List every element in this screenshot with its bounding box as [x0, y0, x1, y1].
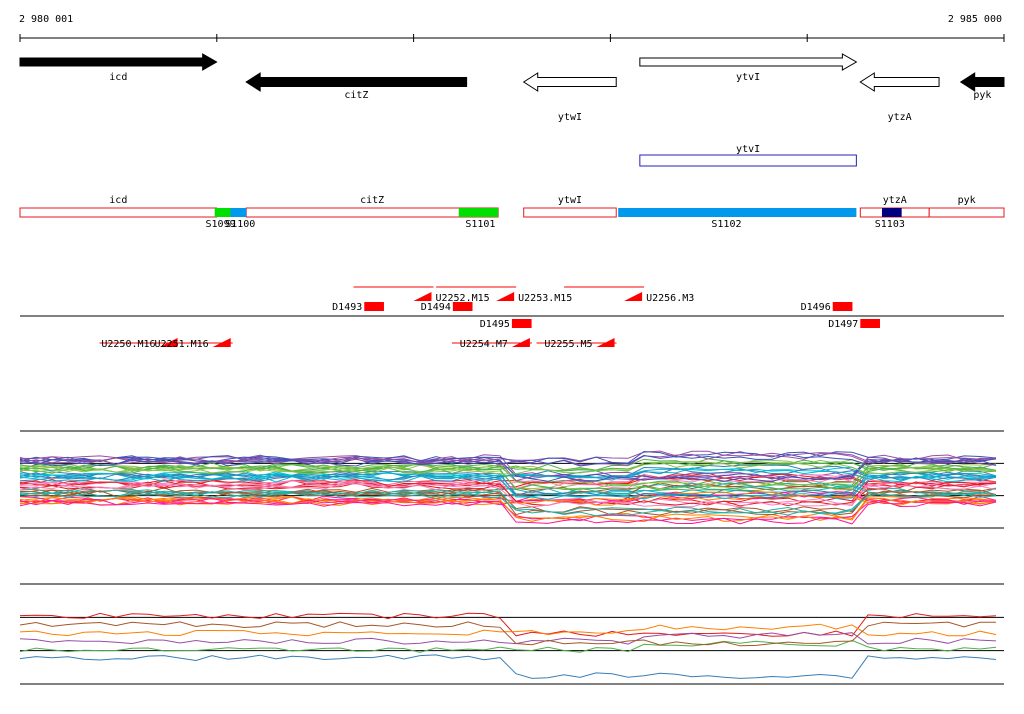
gene-label-icd: icd	[109, 72, 127, 83]
marker-label: U2256.M3	[646, 293, 694, 304]
marker-label: D1496	[801, 302, 831, 313]
expression-profile-line	[19, 654, 997, 679]
expression-panel-upper	[19, 430, 1004, 529]
segment-id-label: S1103	[875, 219, 905, 230]
expression-profile-line	[19, 621, 996, 647]
segment-block-green	[458, 208, 499, 217]
segment-block-navy	[881, 208, 902, 217]
segment-box-icd	[19, 207, 218, 218]
expression-profile-line	[19, 482, 997, 495]
gene-arrow-pyk	[959, 72, 1005, 92]
expression-profile-line	[19, 453, 997, 467]
expression-profile-line	[19, 457, 997, 482]
segment-box-ytwI	[523, 207, 617, 218]
expression-profile-line	[19, 500, 997, 525]
marker-box	[860, 319, 880, 328]
expression-profile-line	[19, 485, 997, 498]
segment-id-label: S1102	[711, 219, 741, 230]
marker-label: D1494	[421, 302, 451, 313]
expression-profile-line	[19, 461, 997, 475]
marker-box	[452, 302, 473, 311]
gene-label-citZ: citZ	[344, 90, 368, 101]
marker-flag	[624, 292, 643, 301]
expression-profile-line	[19, 475, 997, 500]
gene-arrow-ytzA	[859, 72, 940, 92]
marker-label: U2253.M15	[518, 293, 572, 304]
expression-profile-line	[19, 497, 997, 523]
coordinate-ruler: 2 980 001 2 985 000	[19, 14, 1005, 42]
marker-box	[364, 302, 384, 311]
segment-id-label: S1100	[225, 219, 255, 230]
expression-profile-line	[19, 466, 997, 492]
segment-label-ytzA: ytzA	[883, 195, 907, 206]
marker-label: U2252.M15	[435, 293, 489, 304]
marker-box	[511, 319, 532, 328]
marker-label: U2255.M5	[544, 339, 592, 350]
marker-flag	[496, 292, 515, 301]
segment-label-ytwI: ytwI	[558, 195, 582, 206]
segment-id-label: S1101	[465, 219, 495, 230]
expression-profile-line	[19, 483, 997, 508]
gene-arrow-citZ	[245, 72, 468, 92]
transcript-label: ytvI	[736, 144, 760, 155]
expression-profile-line	[19, 492, 997, 517]
gene-arrow-ytwI	[522, 72, 617, 92]
gene-label-ytwI: ytwI	[558, 112, 582, 123]
marker-flag	[511, 338, 530, 347]
marker-label: U2250.M16	[101, 339, 155, 350]
segment-label-icd: icd	[109, 195, 127, 206]
marker-flag	[413, 292, 432, 301]
marker-label: U2254.M7	[460, 339, 508, 350]
gene-label-ytvI: ytvI	[736, 72, 760, 83]
segment-label-citZ: citZ	[360, 195, 384, 206]
expression-profile-line	[19, 612, 997, 637]
expression-panel-lower	[19, 583, 1004, 685]
ruler-end-label: 2 985 000	[948, 14, 1002, 25]
gene-track: icd citZ ytwI ytvI ytzA pyk	[19, 53, 1005, 123]
expression-profile-line	[19, 623, 997, 637]
segment-block-blue	[230, 208, 247, 217]
segment-box-pyk	[928, 207, 1005, 218]
segment-label-pyk: pyk	[958, 195, 976, 206]
marker-label: D1493	[332, 302, 362, 313]
transcript-box	[639, 154, 857, 167]
segment-block-blue	[618, 208, 857, 217]
gene-arrow-ytvI	[639, 53, 858, 71]
expression-profile-line	[19, 639, 997, 653]
ruler-start-label: 2 980 001	[19, 14, 73, 25]
gene-label-ytzA: ytzA	[888, 112, 912, 123]
expression-profile-line	[19, 482, 996, 507]
marker-box	[832, 302, 853, 311]
segment-id-label: S1099	[206, 219, 236, 230]
ruler-ticks	[19, 34, 1005, 42]
expression-profile-line	[19, 458, 997, 483]
expression-profile-line	[19, 460, 997, 473]
expression-profile-line	[19, 489, 997, 514]
marker-label: D1495	[480, 319, 510, 330]
gene-label-pyk: pyk	[973, 90, 991, 101]
segment-block-green	[214, 208, 233, 217]
marker-label: U2251.M16	[155, 339, 209, 350]
gene-arrow-icd	[19, 53, 218, 71]
expression-profile-line	[19, 450, 997, 464]
transcript-track: ytvI	[639, 144, 857, 167]
marker-label: D1497	[828, 319, 858, 330]
expression-profile-line	[19, 468, 997, 482]
expression-profile-line	[19, 631, 997, 645]
expression-profile-line	[19, 463, 997, 488]
